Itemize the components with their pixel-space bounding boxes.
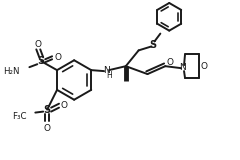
Text: H₂N: H₂N (3, 67, 19, 76)
Text: O: O (35, 40, 42, 49)
Text: O: O (44, 124, 51, 133)
Text: O: O (200, 62, 207, 71)
Text: O: O (167, 58, 174, 67)
Text: N: N (103, 66, 109, 75)
Text: O: O (60, 101, 67, 110)
Text: S: S (149, 40, 156, 50)
Text: N: N (179, 63, 186, 72)
Text: H: H (106, 71, 112, 80)
Text: S: S (38, 56, 45, 66)
Text: O: O (54, 53, 61, 62)
Text: S: S (44, 105, 51, 115)
Text: F₃C: F₃C (12, 112, 26, 121)
